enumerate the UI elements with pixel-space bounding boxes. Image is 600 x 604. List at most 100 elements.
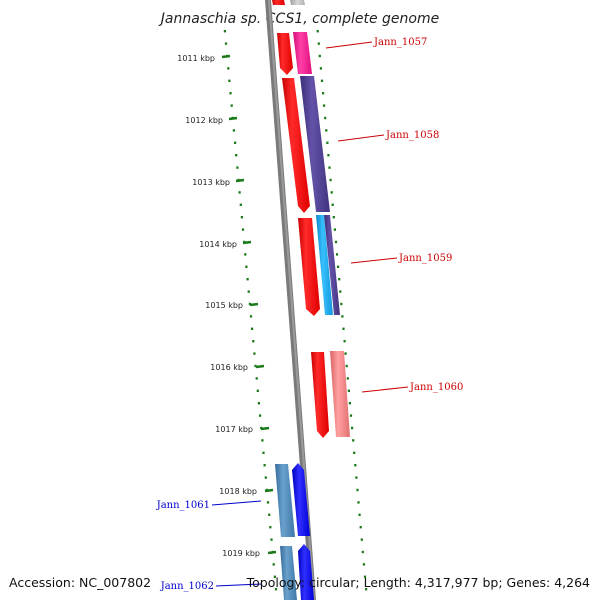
minor-tick — [324, 116, 327, 120]
minor-tick — [255, 377, 258, 380]
gene-arrow-jann-1060-pink[interactable] — [330, 351, 350, 437]
leader-line-jann-1062 — [215, 583, 263, 587]
minor-tick — [335, 253, 339, 256]
gene-arrow-jann-1057-red[interactable] — [277, 33, 293, 75]
kbp-label: 1012 kbp — [185, 116, 223, 125]
gene-arrow-jann-1062-blue[interactable] — [298, 544, 314, 600]
minor-tick — [227, 67, 230, 70]
minor-tick — [252, 340, 255, 343]
kbp-label: 1018 kbp — [219, 487, 257, 496]
minor-tick — [256, 389, 259, 392]
minor-tick — [251, 327, 254, 330]
minor-tick — [229, 92, 232, 95]
gene-arrow-jann-1062-steelblue[interactable] — [280, 546, 297, 600]
major-tick — [249, 302, 259, 307]
gene-label-jann-1059[interactable]: Jann_1059 — [398, 253, 452, 264]
minor-tick — [239, 203, 242, 206]
minor-tick — [361, 550, 364, 554]
minor-tick — [363, 575, 367, 578]
minor-tick — [329, 178, 332, 182]
minor-tick — [232, 129, 235, 132]
minor-tick — [316, 30, 319, 33]
gene-arrow-jann-1059-red[interactable] — [298, 218, 320, 316]
minor-tick — [272, 563, 275, 566]
gene-arrow-jann-1061-blue[interactable] — [292, 463, 310, 536]
minor-tick — [247, 290, 250, 293]
minor-tick — [319, 67, 322, 70]
gene-arrow-jann-1059-purple[interactable] — [324, 215, 340, 315]
minor-tick — [224, 42, 228, 45]
minor-tick — [266, 501, 270, 504]
gene-label-jann-1061[interactable]: Jann_1061 — [156, 500, 210, 511]
minor-tick — [357, 501, 360, 504]
gene-arrow-jann-1060-red[interactable] — [311, 352, 329, 438]
minor-tick — [254, 364, 257, 368]
minor-tick — [345, 364, 348, 368]
gene-label-jann-1060[interactable]: Jann_1060 — [409, 382, 463, 393]
map-title: Jannaschia sp. CCS1, complete genome — [158, 11, 439, 27]
gene-arrow-jann-1058-red[interactable] — [282, 78, 310, 213]
minor-tick — [318, 54, 321, 58]
minor-tick — [261, 439, 264, 442]
minor-tick — [340, 302, 343, 306]
minor-tick — [341, 315, 344, 318]
minor-tick — [330, 191, 333, 194]
minor-tick — [331, 203, 334, 206]
minor-tick — [263, 464, 266, 467]
minor-tick — [327, 154, 330, 157]
minor-tick — [344, 352, 347, 355]
minor-tick — [353, 451, 356, 454]
minor-tick — [317, 42, 320, 45]
minor-tick — [355, 476, 358, 479]
minor-tick — [244, 253, 247, 256]
major-tick — [264, 488, 274, 493]
minor-tick — [343, 340, 346, 343]
right-tick-track — [316, 30, 368, 591]
major-tick — [228, 116, 238, 121]
gene-arrow-jann-1061-steelblue[interactable] — [275, 464, 295, 537]
major-tick — [221, 54, 231, 59]
minor-tick — [333, 228, 336, 231]
gene-feature-red-top[interactable] — [272, 0, 285, 5]
minor-tick — [349, 414, 353, 417]
kbp-label: 1016 kbp — [210, 363, 248, 372]
minor-tick — [234, 141, 237, 144]
minor-tick — [240, 216, 243, 219]
leader-line-jann-1057 — [325, 41, 373, 49]
minor-tick — [241, 228, 245, 231]
gene-feature-grey-top[interactable] — [290, 0, 305, 5]
major-tick — [255, 364, 265, 369]
minor-tick — [362, 563, 365, 566]
minor-tick — [323, 104, 326, 107]
minor-tick — [359, 526, 362, 529]
minor-tick — [259, 414, 262, 417]
minor-tick — [332, 216, 335, 219]
minor-tick — [354, 464, 357, 467]
gene-label-jann-1058[interactable]: Jann_1058 — [385, 130, 439, 141]
major-tick — [242, 240, 252, 245]
gene-label-jann-1062[interactable]: Jann_1062 — [160, 581, 214, 592]
minor-tick — [351, 426, 354, 430]
gene-arrow-jann-1057-magenta[interactable] — [293, 32, 312, 74]
kbp-label: 1011 kbp — [177, 54, 215, 63]
gene-label-jann-1057[interactable]: Jann_1057 — [373, 37, 427, 48]
minor-tick — [328, 166, 331, 169]
minor-tick — [334, 240, 338, 244]
minor-tick — [246, 278, 249, 281]
minor-tick — [223, 30, 226, 33]
minor-tick — [253, 352, 256, 355]
minor-tick — [352, 439, 355, 442]
minor-tick — [230, 104, 233, 107]
gene-arrow-jann-1059-cyan[interactable] — [316, 215, 333, 315]
minor-tick — [228, 79, 231, 82]
minor-tick — [348, 402, 351, 405]
gene-labels: Jann_1057 Jann_1058 Jann_1059 Jann_1060 … — [156, 37, 464, 592]
minor-tick — [320, 79, 324, 82]
minor-tick — [268, 513, 271, 516]
gene-arrow-jann-1058-purple[interactable] — [300, 76, 330, 212]
minor-tick — [270, 538, 273, 541]
kbp-label: 1014 kbp — [199, 240, 237, 249]
minor-tick — [356, 488, 359, 492]
minor-tick — [273, 575, 276, 578]
